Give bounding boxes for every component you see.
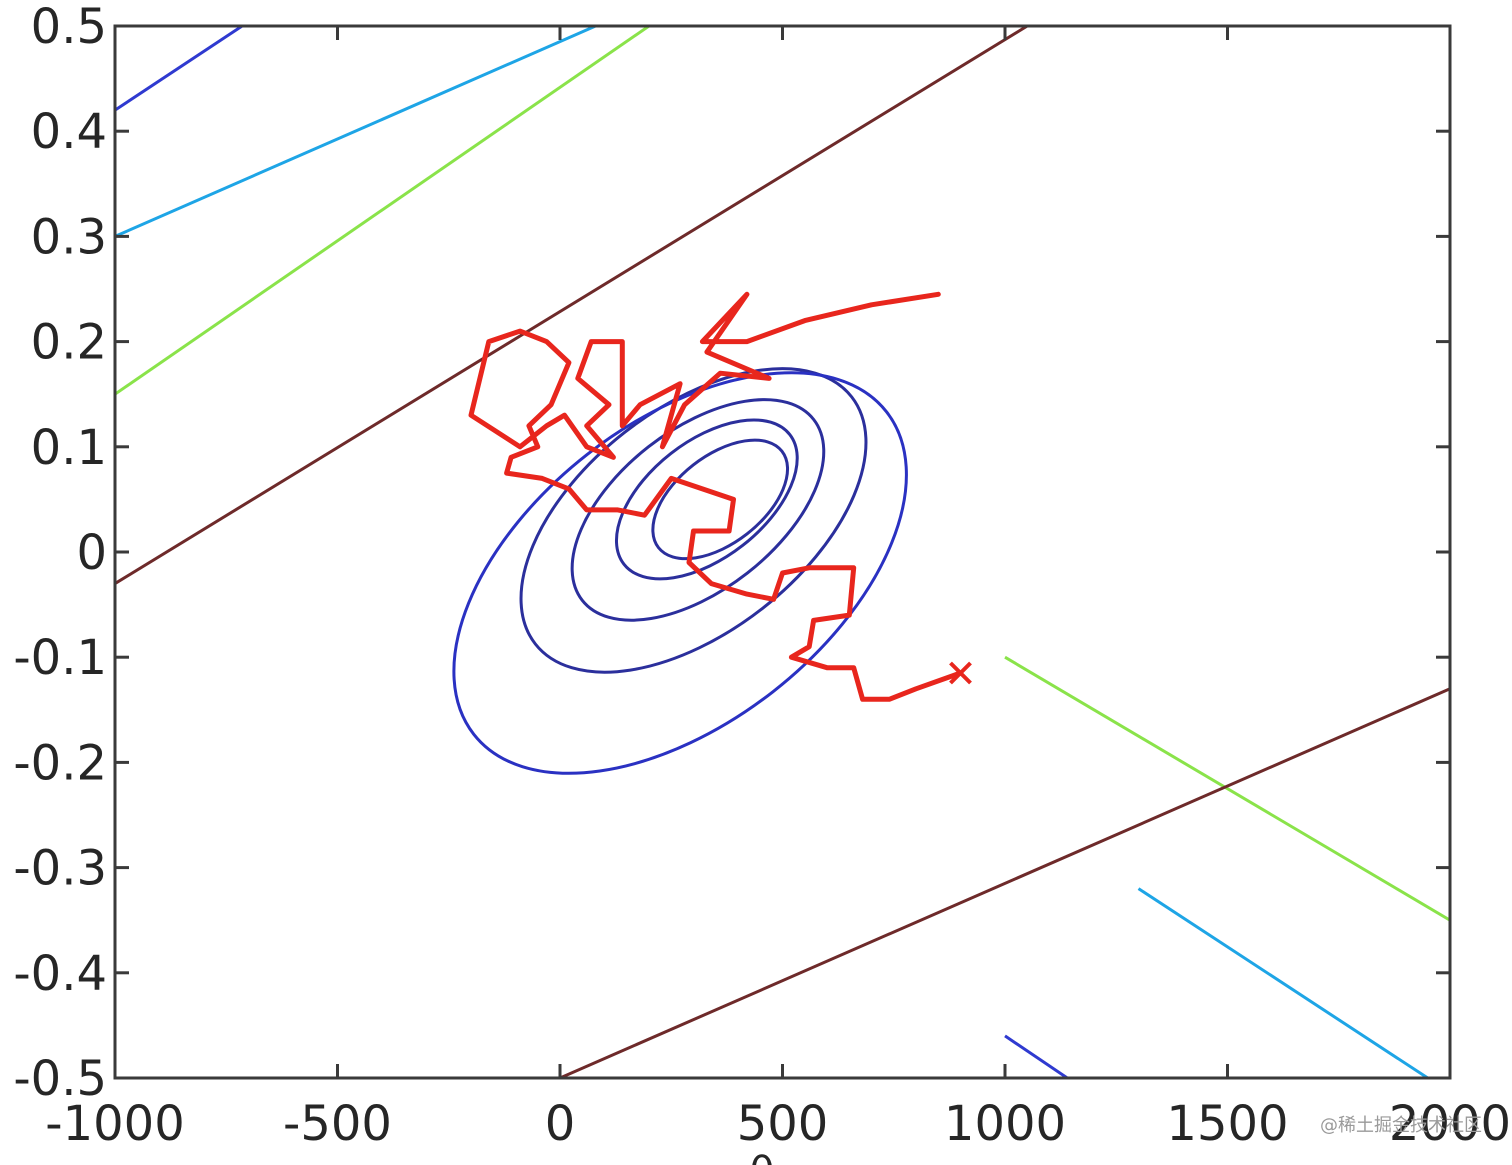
plot-frame bbox=[113, 24, 1452, 1080]
descent-path bbox=[468, 291, 972, 702]
y-tick-labels: 0.5 0.4 0.3 0.2 0.1 0 -0.1 -0.2 -0.3 -0.4 -0.5 bbox=[13, 0, 107, 1107]
x-tick-label: -500 bbox=[283, 1096, 392, 1152]
contour-ellipse-3 bbox=[519, 367, 868, 674]
path-end-marker bbox=[949, 661, 972, 685]
contour-ellipse-4 bbox=[452, 371, 908, 775]
x-tick-label: 1500 bbox=[1166, 1096, 1288, 1152]
watermark: @稀土掘金技术社区 bbox=[1320, 1115, 1482, 1136]
axis-ticks bbox=[113, 24, 1452, 1080]
y-tick-label: -0.2 bbox=[13, 735, 107, 791]
y-tick-label: 0.5 bbox=[31, 0, 107, 55]
y-tick-label: 0.3 bbox=[31, 209, 107, 265]
contour-line-lower-6 bbox=[1137, 887, 1429, 1078]
x-tick-labels: -1000 -500 0 500 1000 1500 2000 bbox=[45, 1096, 1511, 1152]
contour-line-upper-6 bbox=[115, 26, 597, 238]
x-tick-label: 500 bbox=[737, 1096, 829, 1152]
x-tick-label: 0 bbox=[545, 1096, 576, 1152]
y-tick-label: 0.2 bbox=[31, 315, 107, 371]
y-tick-label: -0.3 bbox=[13, 841, 107, 897]
contour-ellipse-1 bbox=[614, 418, 799, 581]
x-tick-label: 2000 bbox=[1389, 1096, 1511, 1152]
y-tick-label: 0.1 bbox=[31, 420, 107, 476]
y-tick-label: 0.4 bbox=[31, 104, 107, 160]
contour-ellipse-2 bbox=[570, 398, 826, 622]
contour-line-upper-5 bbox=[115, 26, 245, 112]
contour-line-lower-7 bbox=[1004, 655, 1450, 922]
contour-lines bbox=[115, 26, 1450, 1078]
contour-ellipse-0 bbox=[651, 438, 790, 561]
contour-line-lower-8 bbox=[559, 687, 1450, 1078]
x-tick-label: 1000 bbox=[944, 1096, 1066, 1152]
y-tick-label: -0.4 bbox=[13, 946, 107, 1002]
contour-line-lower-5 bbox=[1004, 1034, 1069, 1078]
x-axis-label: θ₀ bbox=[750, 1149, 791, 1165]
descent-path-line bbox=[468, 291, 963, 702]
y-tick-label: 0 bbox=[76, 525, 107, 581]
y-tick-label: -0.1 bbox=[13, 630, 107, 686]
contour-line-upper-8 bbox=[115, 26, 1029, 585]
x-tick-label: -1000 bbox=[45, 1096, 184, 1152]
contour-line-upper-7 bbox=[115, 26, 650, 396]
y-tick-label: -0.5 bbox=[13, 1051, 107, 1107]
